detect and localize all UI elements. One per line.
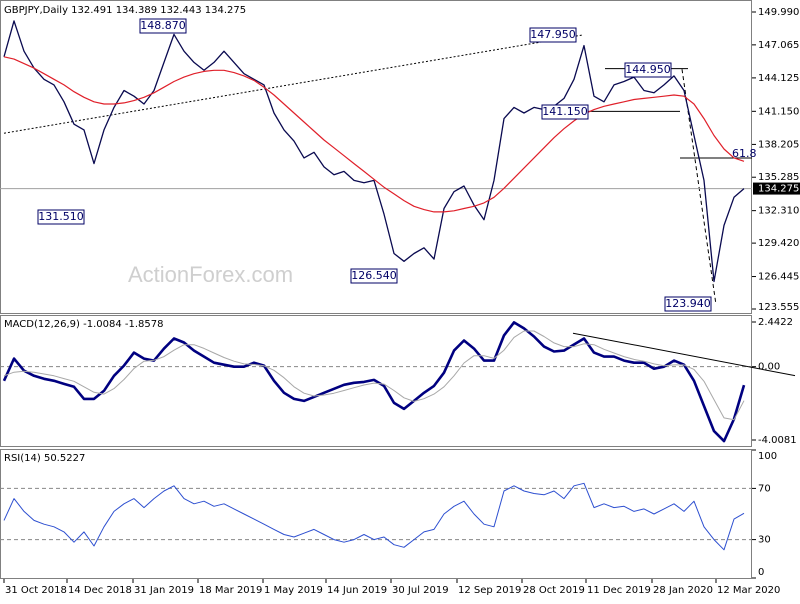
y-tick-label: 138.205: [758, 139, 799, 150]
series-line: [3, 330, 745, 421]
macd-title: MACD(12,26,9) -1.0084 -1.8578: [4, 319, 164, 330]
annotation-label: 147.950: [530, 28, 576, 41]
y-tick-label: 144.125: [758, 73, 799, 84]
x-tick-label: 1 May 2019: [264, 585, 323, 596]
annotation-label: 61.8: [732, 147, 757, 160]
annotation-box: [624, 62, 672, 78]
y-tick-label: 0.00: [758, 362, 780, 373]
x-tick-label: 12 Sep 2019: [458, 585, 521, 596]
current-price-box: [753, 182, 800, 195]
y-tick-label: 100: [758, 451, 777, 462]
annotation-label: 131.510: [38, 210, 84, 223]
x-tick-label: 12 Mar 2020: [717, 585, 780, 596]
series-line: [2, 321, 746, 443]
y-tick-label: -4.0081: [758, 435, 797, 446]
y-tick-label: 132.310: [758, 206, 799, 217]
annotation-box: [350, 268, 398, 284]
y-tick-label: 2.4422: [758, 317, 793, 328]
y-tick-label: 135.285: [758, 172, 799, 183]
annotation-box: [529, 27, 577, 43]
x-tick-label: 30 Jul 2019: [392, 585, 449, 596]
annotation-box: [139, 18, 187, 34]
x-tick-label: 14 Dec 2018: [68, 585, 132, 596]
x-tick-label: 11 Dec 2019: [587, 585, 651, 596]
x-tick-label: 31 Jan 2019: [134, 585, 194, 596]
annotation-label: 126.540: [351, 269, 397, 282]
rsi-title: RSI(14) 50.5227: [4, 453, 85, 464]
level-line: [3, 34, 584, 134]
y-tick-label: 129.420: [758, 238, 799, 249]
annotation-box: [664, 296, 712, 312]
y-tick-label: 70: [758, 483, 771, 494]
rsi-panel: [0, 449, 752, 579]
annotation-box: [37, 209, 85, 225]
current-price-label: 134.275: [758, 184, 799, 195]
annotation-label: 144.950: [625, 63, 671, 76]
price-panel: [0, 0, 752, 314]
annotation-label: 141.150: [542, 105, 588, 118]
watermark: ActionForex.com: [128, 262, 293, 287]
y-tick-label: 149.990: [758, 7, 799, 18]
level-line: [572, 332, 796, 377]
chart-header: GBPJPY,Daily 132.491 134.389 132.443 134…: [4, 5, 246, 16]
annotation-box: [541, 104, 589, 120]
y-tick-label: 123.555: [758, 302, 799, 313]
x-tick-label: 14 Jun 2019: [327, 585, 387, 596]
macd-panel: [0, 315, 752, 447]
annotation-label: 123.940: [665, 297, 711, 310]
y-tick-label: 30: [758, 535, 771, 546]
y-tick-label: 126.445: [758, 272, 799, 283]
y-tick-label: 0: [758, 567, 764, 578]
y-tick-label: 141.150: [758, 106, 799, 117]
series-line: [3, 56, 745, 213]
series-line: [3, 20, 745, 283]
level-line: [681, 69, 717, 305]
y-tick-label: 147.065: [758, 40, 799, 51]
annotation-label: 148.870: [140, 19, 186, 32]
x-tick-label: 28 Oct 2019: [523, 585, 585, 596]
x-tick-label: 18 Mar 2019: [199, 585, 262, 596]
series-line: [3, 482, 745, 551]
x-tick-label: 28 Jan 2020: [653, 585, 713, 596]
x-tick-label: 31 Oct 2018: [5, 585, 67, 596]
